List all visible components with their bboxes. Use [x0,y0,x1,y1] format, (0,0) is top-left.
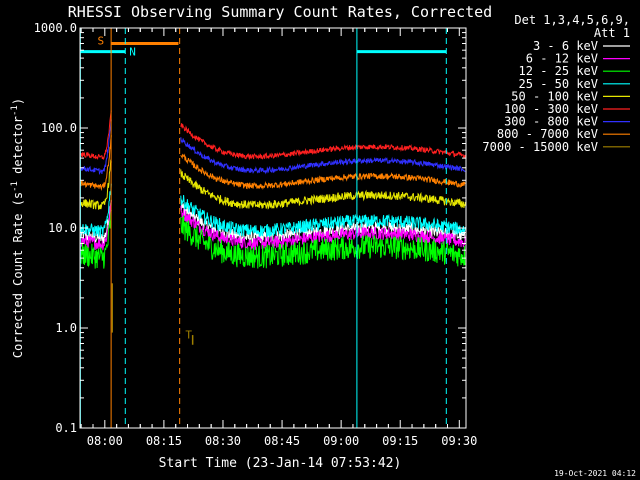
legend-header-line1: Det 1,3,4,5,6,9, [514,13,630,27]
x-tick-label: 08:30 [205,434,241,448]
y-label-sup2: -1 [10,105,20,116]
y-tick-label: 1.0 [55,321,77,335]
x-axis-label: Start Time (23-Jan-14 07:53:42) [159,456,402,471]
legend-label: 100 - 300 keV [504,102,598,116]
legend-label: 6 - 12 keV [526,52,598,66]
chart-title: RHESSI Observing Summary Count Rates, Co… [68,3,492,21]
saa-flag-label: S [98,34,105,47]
x-axis-ticks: 08:00 08:15 08:30 08:45 09:00 09:15 09:30 [80,28,477,448]
x-tick-label: 09:00 [323,434,359,448]
data-series-layer [80,110,466,269]
legend-label: 3 - 6 keV [533,39,598,53]
legend-header-line2: Att 1 [594,26,630,40]
legend-label: 25 - 50 keV [519,77,598,91]
y-tick-label: 10.0 [48,221,77,235]
series-line-4 [80,159,466,210]
series-line-7 [80,135,466,191]
y-label-main: Corrected Count Rate (s [11,192,25,358]
t-marker-label: T [185,328,192,341]
legend-label: 800 - 7000 keV [497,127,598,141]
y-label-mid: detector [11,116,25,181]
y-axis-ticks: 0.1 1.0 10.0 100.0 1000.0 [34,21,466,435]
x-tick-label: 09:30 [441,434,477,448]
y-label-sup1: -1 [10,181,20,192]
y-tick-label: 1000.0 [34,21,77,35]
legend-label: 12 - 25 keV [519,64,598,78]
series-line-2 [80,209,466,269]
x-tick-label: 09:15 [382,434,418,448]
x-tick-label: 08:45 [264,434,300,448]
generation-timestamp: 19-Oct-2021 04:12 [554,469,636,478]
y-axis-label: Corrected Count Rate (s-1 detector-1) [10,98,25,358]
series-line-5 [80,110,466,161]
y-label-end: ) [11,98,25,105]
x-tick-label: 08:15 [146,434,182,448]
y-tick-label: 0.1 [55,421,77,435]
legend-label: 300 - 800 keV [504,115,598,129]
series-line-6 [80,119,466,175]
night-flag-label: N [129,46,136,59]
legend-label: 7000 - 15000 keV [482,140,598,154]
series-line-3 [80,183,466,238]
legend-label: 50 - 100 keV [511,89,598,103]
x-tick-label: 08:00 [87,434,123,448]
y-tick-label: 100.0 [41,121,77,135]
